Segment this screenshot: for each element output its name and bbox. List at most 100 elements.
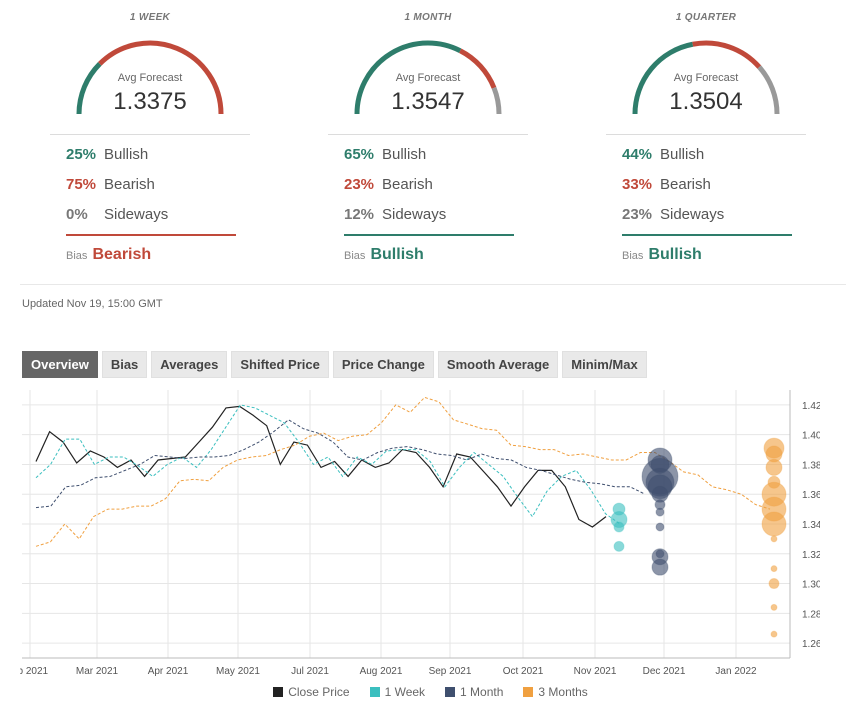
x-tick-label: Aug 2021 bbox=[360, 666, 403, 677]
avg-forecast-label: Avg Forecast bbox=[117, 72, 183, 84]
x-tick-label: Jul 2021 bbox=[291, 666, 329, 677]
forecast-bubble bbox=[761, 511, 787, 537]
forecast-gauge bbox=[632, 40, 780, 115]
forecast-bubble bbox=[770, 603, 778, 611]
y-tick-label: 1.3400 bbox=[802, 520, 820, 531]
x-tick-label: Apr 2021 bbox=[148, 666, 189, 677]
bias-row: Bias Bullish bbox=[622, 246, 702, 264]
bearish-stat: 75% Bearish bbox=[66, 176, 155, 193]
forecast-bubble bbox=[613, 521, 625, 533]
forecast-card: 1 MONTH Avg Forecast 1.3547 65% Bullish 2… bbox=[328, 0, 528, 270]
bias-label: Bias bbox=[66, 250, 88, 262]
bullish-label: Bullish bbox=[660, 146, 705, 163]
forecast-gauge bbox=[76, 40, 224, 115]
sideways-stat: 12% Sideways bbox=[344, 206, 446, 223]
legend-item[interactable]: Close Price bbox=[273, 685, 350, 699]
bias-underline bbox=[344, 234, 514, 236]
series-line-close-price bbox=[35, 405, 607, 528]
y-tick-label: 1.3800 bbox=[802, 460, 820, 471]
section-divider bbox=[20, 284, 846, 285]
sideways-percent: 12% bbox=[344, 206, 375, 223]
legend-label: Close Price bbox=[288, 685, 350, 699]
legend-label: 1 Week bbox=[384, 685, 426, 699]
tab-smooth-average[interactable]: Smooth Average bbox=[437, 351, 559, 378]
x-tick-label: Dec 2021 bbox=[643, 666, 686, 677]
gauge-bullish-arc bbox=[632, 41, 694, 115]
bullish-percent: 25% bbox=[66, 146, 97, 163]
y-tick-label: 1.2600 bbox=[802, 639, 820, 650]
legend-item[interactable]: 1 Week bbox=[369, 685, 426, 699]
legend-label: 1 Month bbox=[460, 685, 504, 699]
y-tick-label: 1.3600 bbox=[802, 490, 820, 501]
y-tick-label: 1.4000 bbox=[802, 431, 820, 442]
bullish-stat: 25% Bullish bbox=[66, 146, 148, 163]
forecast-bubble bbox=[651, 558, 669, 576]
gauge-sideways-arc bbox=[491, 86, 502, 115]
bias-underline bbox=[622, 234, 792, 236]
forecast-bubble bbox=[768, 578, 780, 590]
bearish-label: Bearish bbox=[382, 176, 433, 193]
x-tick-label: Mar 2021 bbox=[76, 666, 119, 677]
tab-price-change[interactable]: Price Change bbox=[332, 351, 434, 378]
avg-forecast-label: Avg Forecast bbox=[673, 72, 739, 84]
bullish-percent: 65% bbox=[344, 146, 375, 163]
series-line-1-week bbox=[35, 404, 621, 525]
bearish-stat: 23% Bearish bbox=[344, 176, 433, 193]
forecast-card: 1 QUARTER Avg Forecast 1.3504 44% Bullish… bbox=[606, 0, 806, 270]
legend-item[interactable]: 1 Month bbox=[445, 685, 503, 699]
avg-forecast-label: Avg Forecast bbox=[395, 72, 461, 84]
legend-swatch bbox=[445, 687, 456, 697]
card-title: 1 MONTH bbox=[404, 12, 452, 23]
chart-legend: Close Price 1 Week 1 Month 3 Months bbox=[0, 685, 861, 699]
forecast-bubble bbox=[613, 540, 625, 552]
sideways-stat: 23% Sideways bbox=[622, 206, 724, 223]
y-tick-label: 1.3200 bbox=[802, 550, 820, 561]
legend-item[interactable]: 3 Months bbox=[523, 685, 588, 699]
gauge-bearish-arc bbox=[98, 40, 224, 115]
gauge-bearish-arc bbox=[459, 48, 497, 89]
sideways-percent: 23% bbox=[622, 206, 653, 223]
sideways-stat: 0% Sideways bbox=[66, 206, 168, 223]
forecast-bubble bbox=[770, 565, 778, 573]
forecast-bubble bbox=[655, 507, 665, 517]
tab-bias[interactable]: Bias bbox=[101, 351, 148, 378]
bullish-percent: 44% bbox=[622, 146, 653, 163]
legend-swatch bbox=[273, 687, 284, 697]
bias-label: Bias bbox=[344, 250, 366, 262]
x-tick-label: Sep 2021 bbox=[429, 666, 472, 677]
bias-underline bbox=[66, 234, 236, 236]
bias-row: Bias Bearish bbox=[66, 246, 151, 264]
tab-overview[interactable]: Overview bbox=[22, 351, 98, 378]
avg-forecast-value: 1.3504 bbox=[669, 88, 743, 115]
bearish-label: Bearish bbox=[104, 176, 155, 193]
tab-shifted-price[interactable]: Shifted Price bbox=[231, 351, 329, 378]
tab-averages[interactable]: Averages bbox=[151, 351, 228, 378]
updated-timestamp: Updated Nov 19, 15:00 GMT bbox=[22, 298, 163, 310]
bullish-label: Bullish bbox=[382, 146, 427, 163]
x-tick-label: eb 2021 bbox=[20, 666, 49, 677]
card-divider bbox=[328, 134, 528, 135]
forecast-chart: 1.4200 1.4000 1.3800 1.3600 1.3400 1.3200 1.30… bbox=[20, 390, 820, 677]
card-title: 1 QUARTER bbox=[675, 12, 737, 23]
forecast-gauge bbox=[354, 40, 502, 115]
x-tick-label: Nov 2021 bbox=[574, 666, 617, 677]
legend-label: 3 Months bbox=[538, 685, 588, 699]
bias-value: Bearish bbox=[92, 246, 152, 263]
forecast-card: 1 WEEK Avg Forecast 1.3375 25% Bullish 75… bbox=[50, 0, 250, 270]
tab-minim-max[interactable]: Minim/Max bbox=[562, 351, 647, 378]
bias-label: Bias bbox=[622, 250, 644, 262]
gauge-sideways-arc bbox=[757, 65, 780, 115]
gauge-bullish-arc bbox=[76, 62, 102, 115]
sideways-label: Sideways bbox=[104, 206, 169, 223]
tab-bar: Overview Bias Averages Shifted Price Price C… bbox=[22, 351, 647, 378]
x-tick-label: Oct 2021 bbox=[503, 666, 544, 677]
bearish-stat: 33% Bearish bbox=[622, 176, 711, 193]
gauge-bullish-arc bbox=[354, 40, 462, 115]
series-line-1-month bbox=[35, 419, 646, 509]
bias-row: Bias Bullish bbox=[344, 246, 424, 264]
bearish-percent: 33% bbox=[622, 176, 653, 193]
sideways-label: Sideways bbox=[660, 206, 725, 223]
x-tick-label: Jan 2022 bbox=[715, 666, 757, 677]
bullish-stat: 44% Bullish bbox=[622, 146, 704, 163]
x-tick-label: May 2021 bbox=[216, 666, 260, 677]
